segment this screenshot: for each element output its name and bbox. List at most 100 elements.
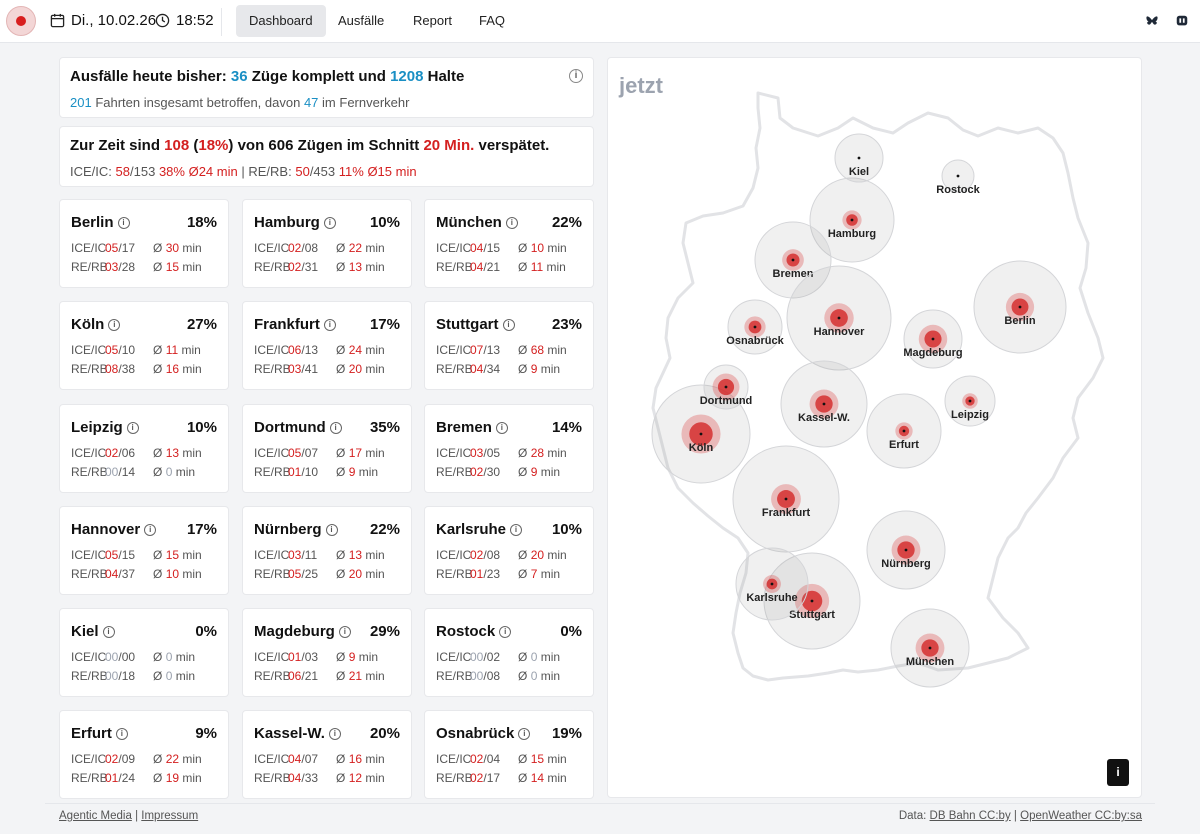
avg-symbol: Ø — [153, 669, 163, 683]
re-row: RE/RB01/10 Ø 9 min — [254, 465, 378, 479]
ice-total: /05 — [483, 446, 501, 460]
unit: min — [182, 567, 202, 581]
ice-row: ICE/IC05/07 Ø 17 min — [254, 446, 385, 460]
city-name-label: Rostock — [436, 623, 496, 640]
info-icon[interactable]: i — [495, 421, 508, 434]
re-total: /41 — [301, 362, 319, 376]
re-total: /33 — [301, 771, 319, 785]
info-icon[interactable]: i — [102, 625, 115, 638]
city-card[interactable]: Nürnberg i 22% ICE/IC03/11 Ø 13 min RE/RB05/2… — [242, 506, 412, 595]
map-marker[interactable]: Kiel — [834, 133, 884, 183]
info-icon[interactable]: i — [510, 523, 523, 536]
city-delay-percent: 22% — [551, 214, 582, 231]
nav-ausfaelle[interactable]: Ausfälle — [338, 13, 385, 28]
unit: min — [540, 362, 561, 376]
city-card[interactable]: Magdeburg i 29% ICE/IC01/03 Ø 9 min RE/RB06/2… — [242, 608, 412, 697]
info-icon[interactable]: i — [518, 727, 531, 740]
impressum-link[interactable]: Impressum — [141, 810, 199, 822]
map-marker[interactable]: Hannover — [786, 265, 892, 371]
city-card[interactable]: Hamburg i 10% ICE/IC02/08 Ø 22 min RE/RB02/31… — [242, 199, 412, 288]
city-card[interactable]: Karlsruhe i 10% ICE/IC02/08 Ø 20 min RE/RB01/… — [424, 506, 594, 595]
city-card[interactable]: Rostock i 0% ICE/IC00/02 Ø 0 min RE/RB00/08 Ø … — [424, 608, 594, 697]
map-marker[interactable]: Berlin — [973, 260, 1067, 354]
city-dot — [850, 218, 854, 222]
ice-average: 0 — [165, 650, 173, 664]
map-marker[interactable]: Osnabrück — [726, 299, 785, 355]
city-card[interactable]: München i 22% ICE/IC04/15 Ø 10 min RE/RB04/21… — [424, 199, 594, 288]
nav-faq[interactable]: FAQ — [479, 13, 506, 28]
nav-report[interactable]: Report — [413, 13, 453, 28]
city-dot — [956, 174, 960, 178]
city-card[interactable]: Erfurt i 9% ICE/IC02/09 Ø 22 min RE/RB01/24 Ø … — [59, 710, 229, 799]
nav-dashboard[interactable]: Dashboard — [236, 5, 326, 37]
info-icon[interactable]: i — [144, 523, 157, 536]
text: Fahrten insgesamt betroffen, davon — [95, 95, 301, 110]
map-marker[interactable]: Dortmund — [700, 364, 753, 410]
map-marker[interactable]: Stuttgart — [763, 552, 861, 650]
ice-label: ICE/IC — [436, 446, 472, 460]
map-marker[interactable]: Rostock — [936, 159, 981, 196]
city-card[interactable]: Osnabrück i 19% ICE/IC02/04 Ø 15 min RE/RB02/… — [424, 710, 594, 799]
ice-total: /03 — [301, 650, 319, 664]
city-card[interactable]: Hannover i 17% ICE/IC05/15 Ø 15 min RE/RB04/3… — [59, 506, 229, 595]
info-icon[interactable]: i — [323, 216, 336, 229]
re-row: RE/RB03/28 Ø 15 min — [71, 260, 202, 274]
calendar-icon — [50, 13, 65, 28]
map-marker[interactable]: Frankfurt — [732, 445, 840, 553]
map-marker[interactable]: Hamburg — [809, 177, 895, 263]
ice-label: ICE/IC — [254, 548, 290, 562]
info-icon[interactable]: i — [117, 216, 130, 229]
city-card[interactable]: Leipzig i 10% ICE/IC02/06 Ø 13 min RE/RB00/14… — [59, 404, 229, 493]
average-delay: 20 Min. — [423, 137, 475, 154]
city-card[interactable]: Köln i 27% ICE/IC05/10 Ø 11 min RE/RB08/38 Ø 1… — [59, 301, 229, 390]
map-marker[interactable]: München — [890, 608, 970, 688]
map-marker[interactable]: Nürnberg — [866, 510, 946, 590]
city-dot — [931, 337, 935, 341]
map-marker[interactable]: Bremen — [754, 221, 832, 299]
city-delay-percent: 29% — [369, 623, 400, 640]
long-distance-count: 47 — [303, 95, 319, 110]
city-card[interactable]: Bremen i 14% ICE/IC03/05 Ø 28 min RE/RB02/30 Ø… — [424, 404, 594, 493]
unit: min — [365, 260, 385, 274]
openweather-link[interactable]: OpenWeather CC:by:sa — [1020, 810, 1142, 822]
city-card[interactable]: Stuttgart i 23% ICE/IC07/13 Ø 68 min RE/RB04/… — [424, 301, 594, 390]
info-button[interactable]: i — [1107, 759, 1129, 786]
info-icon[interactable]: i — [115, 727, 128, 740]
map-marker[interactable]: Erfurt — [866, 393, 942, 469]
info-icon[interactable]: i — [338, 625, 351, 638]
map-marker[interactable]: Kassel-W. — [780, 360, 868, 448]
info-icon[interactable]: i — [569, 69, 583, 83]
info-icon[interactable]: i — [325, 523, 338, 536]
city-card[interactable]: Berlin i 18% ICE/IC05/17 Ø 30 min RE/RB03/28 Ø… — [59, 199, 229, 288]
ice-total: /08 — [301, 241, 319, 255]
info-icon[interactable]: i — [126, 421, 139, 434]
ice-average: 13 — [165, 446, 180, 460]
info-icon[interactable]: i — [323, 318, 336, 331]
info-icon[interactable]: i — [502, 318, 515, 331]
ice-total: /10 — [118, 343, 136, 357]
footer-divider — [45, 803, 1155, 804]
ice-delayed: 05 — [105, 548, 119, 562]
info-icon[interactable]: i — [108, 318, 121, 331]
city-card[interactable]: Kiel i 0% ICE/IC00/00 Ø 0 min RE/RB00/18 Ø 0 m… — [59, 608, 229, 697]
map-marker[interactable]: Köln — [651, 384, 751, 484]
agentic-media-link[interactable]: Agentic Media — [59, 810, 132, 822]
unit: min — [365, 343, 385, 357]
map-marker[interactable]: Magdeburg — [903, 309, 963, 369]
info-icon[interactable]: i — [499, 625, 512, 638]
info-icon[interactable]: i — [329, 421, 342, 434]
mastodon-icon[interactable] — [1175, 14, 1189, 28]
city-card[interactable]: Kassel-W. i 20% ICE/IC04/07 Ø 16 min RE/RB04/… — [242, 710, 412, 799]
info-icon[interactable]: i — [328, 727, 341, 740]
footer-right: Data: DB Bahn CC:by | OpenWeather CC:by:… — [899, 810, 1142, 822]
map-marker[interactable]: Leipzig — [944, 375, 996, 427]
db-bahn-link[interactable]: DB Bahn CC:by — [929, 810, 1011, 822]
map-marker[interactable]: Karlsruhe — [735, 547, 809, 621]
map-city-label: Osnabrück — [726, 335, 784, 347]
bluesky-icon[interactable] — [1145, 14, 1159, 28]
city-card[interactable]: Frankfurt i 17% ICE/IC06/13 Ø 24 min RE/RB03/… — [242, 301, 412, 390]
info-icon[interactable]: i — [505, 216, 518, 229]
ice-row: ICE/IC02/04 Ø 15 min — [436, 752, 567, 766]
city-card[interactable]: Dortmund i 35% ICE/IC05/07 Ø 17 min RE/RB01/1… — [242, 404, 412, 493]
logo-icon[interactable] — [6, 6, 36, 36]
